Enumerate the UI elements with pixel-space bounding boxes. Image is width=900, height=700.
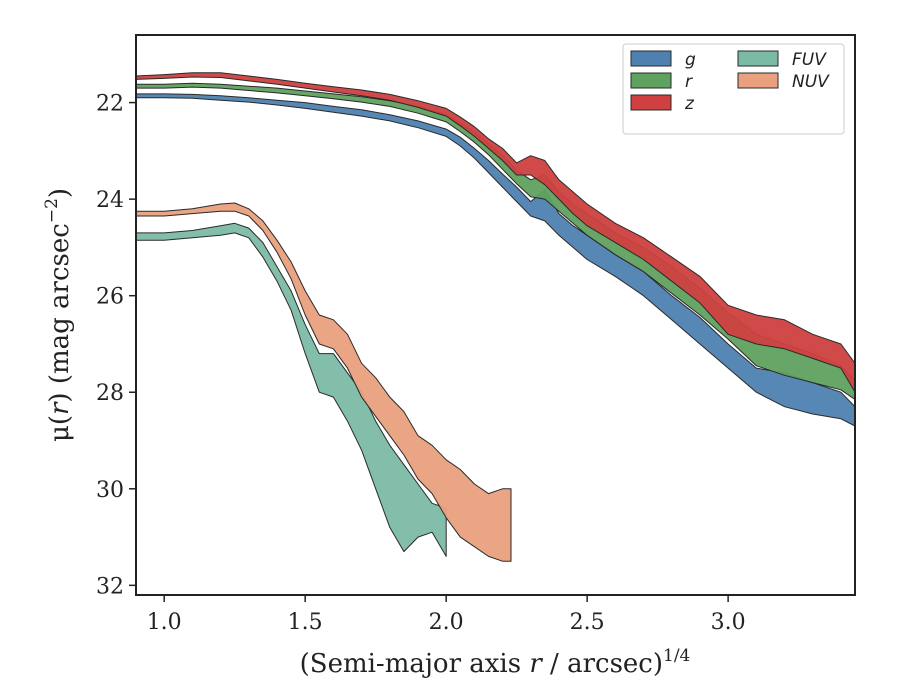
legend-swatch-r	[630, 72, 672, 89]
axis-ticks: 1.0 1.5 2.0 2.5 3.0 22 24 26 28 30 32	[96, 92, 746, 635]
x-tick-label: 1.5	[288, 610, 323, 635]
y-tick-label: 32	[96, 574, 124, 599]
legend-swatch-fuv	[737, 50, 779, 67]
legend: g FUV r NUV z	[622, 43, 845, 135]
x-tick-label: 1.0	[147, 610, 182, 635]
x-tick-label: 2.0	[429, 610, 464, 635]
band-fuv	[135, 222, 447, 557]
x-axis-label-var: r	[529, 649, 543, 679]
y-tick-label: 30	[96, 478, 124, 503]
series-bands	[135, 72, 856, 562]
y-tick-label: 26	[96, 285, 124, 310]
legend-label-z: z	[684, 94, 695, 114]
x-tick-label: 3.0	[711, 610, 746, 635]
x-axis-label: (Semi-major axis r / arcsec)1/4	[300, 646, 691, 679]
band-nuv	[135, 202, 512, 562]
y-tick-label: 22	[96, 92, 124, 117]
legend-swatch-z	[630, 94, 672, 111]
legend-swatch-g	[630, 50, 672, 67]
legend-label-r: r	[685, 72, 693, 92]
y-tick-label: 24	[96, 188, 124, 213]
x-tick-label: 2.5	[570, 610, 605, 635]
legend-box	[622, 43, 845, 135]
legend-items: g FUV r NUV z	[630, 50, 830, 114]
y-axis-label: μ(r) (mag arcsec−2)	[42, 188, 75, 442]
legend-swatch-nuv	[737, 72, 779, 89]
y-axis-label-var: r	[45, 401, 75, 415]
plot-frame	[135, 34, 856, 596]
legend-label-fuv: FUV	[792, 50, 827, 70]
y-tick-label: 28	[96, 381, 124, 406]
legend-label-nuv: NUV	[792, 72, 830, 92]
legend-label-g: g	[685, 50, 696, 70]
